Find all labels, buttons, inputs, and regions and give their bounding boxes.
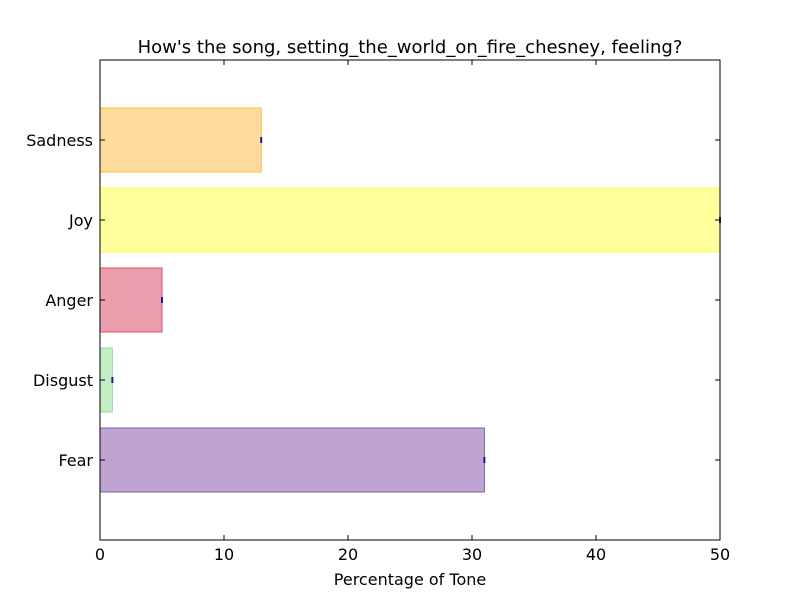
x-tick-label: 10 (214, 545, 234, 564)
y-tick-label-sadness: Sadness (26, 131, 93, 150)
plot-area-frame (99, 59, 721, 541)
ticks-layer: Fear Disgust Anger Joy Sadness 0 10 20 30 40 50 (26, 60, 730, 564)
x-tick-label: 50 (710, 545, 730, 564)
x-tick-label: 30 (462, 545, 482, 564)
x-tick-label: 40 (586, 545, 606, 564)
x-tick-label: 0 (95, 545, 105, 564)
bar-anger (99, 267, 163, 333)
x-axis-label: Percentage of Tone (334, 570, 486, 589)
bar-sadness (99, 107, 262, 173)
y-tick-label-joy: Joy (68, 211, 93, 230)
bar-fear (99, 427, 485, 493)
y-tick-label-disgust: Disgust (33, 371, 93, 390)
chart-title: How's the song, setting_the_world_on_fir… (138, 37, 683, 58)
bar-joy (99, 187, 721, 253)
x-tick-label: 20 (338, 545, 358, 564)
y-tick-label-anger: Anger (45, 291, 93, 310)
y-tick-label-fear: Fear (58, 451, 93, 470)
bars-layer (99, 107, 721, 493)
